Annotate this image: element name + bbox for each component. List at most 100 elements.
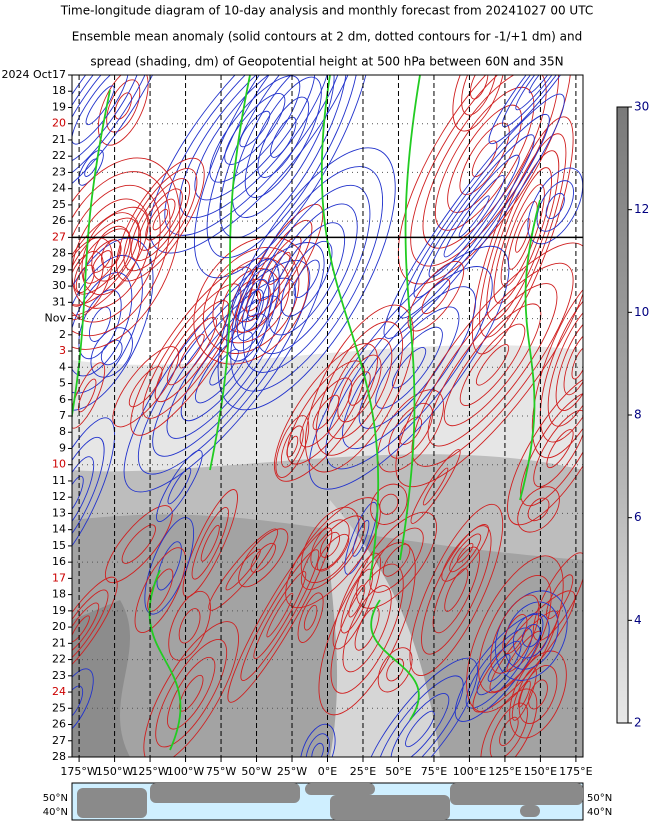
contour [72,602,100,655]
contour [101,239,122,268]
contour [547,299,583,427]
contour [225,548,261,591]
contour [410,449,461,524]
contour [191,506,229,580]
contour [227,527,333,703]
y-tick-label: 24 [52,182,66,195]
contour [194,75,316,201]
contour [72,75,171,203]
contour [297,592,324,643]
contour [91,225,132,282]
contour [72,75,129,145]
contour [72,589,109,668]
y-tick-label: 18 [52,84,66,97]
colorbar-label: 4 [634,613,642,627]
contour [330,563,404,694]
contour [72,475,84,516]
contour [499,716,519,746]
contour [500,184,545,287]
contour [285,497,381,609]
contour [528,75,557,94]
land [305,783,375,795]
contour [72,615,90,643]
colorbar-label: 30 [634,100,649,114]
contour [466,555,564,713]
contour [319,531,341,558]
colorbar-label: 6 [634,510,642,524]
title-line: spread (shading, dm) of Geopotential hei… [90,55,563,69]
contour [253,571,307,660]
contour [121,524,156,564]
y-tick-label: 14 [52,523,66,536]
contour [273,343,378,482]
y-tick-label: 27 [52,734,66,747]
colorbar [616,106,629,724]
contour [391,347,427,389]
contour [250,542,276,573]
contour [145,198,176,241]
contour [531,268,583,459]
contour [72,417,115,574]
contour [195,331,254,404]
land [540,783,560,798]
zero-contour [72,89,111,421]
zero-contour [209,75,251,471]
contour [72,668,94,738]
contour [352,519,370,557]
contour [72,254,143,394]
y-tick-label: 24 [52,685,66,698]
contour [376,675,464,757]
contour [304,304,414,473]
y-tick-label: 18 [52,588,66,601]
contour [78,149,104,186]
contour [325,266,493,470]
contour [311,742,324,757]
contour [156,541,182,591]
contour [202,246,300,354]
contour [230,166,384,392]
map-lat-label: 40°N [587,807,612,818]
contour [409,503,504,677]
y-tick-label: 30 [52,279,66,292]
land [520,805,540,817]
contour [155,639,228,748]
contours [72,75,583,757]
contour [72,576,118,681]
y-tick-label: 7 [59,409,66,422]
contour [193,236,309,365]
contour [545,192,565,220]
contour [443,303,542,427]
contour [293,259,320,298]
contour [300,506,360,583]
contour [375,326,443,409]
contour [240,549,320,681]
contour [224,93,286,165]
contour [461,75,498,116]
contour [459,122,510,195]
y-tick-label: 26 [52,718,66,731]
x-tick-label: 25°E [350,765,376,778]
contour [72,237,154,411]
contour [458,195,490,238]
contour [326,337,393,440]
contour [422,467,449,506]
x-tick-label: 175°E [559,765,592,778]
spread-shade [72,600,130,757]
contour [475,344,510,386]
contour [168,590,211,661]
contour [501,75,583,128]
map-lat-label: 50°N [43,793,68,804]
contour [489,702,528,757]
contour [178,608,201,644]
contour [72,237,113,321]
y-tick-label: 20 [52,620,66,633]
contour [167,467,192,505]
contour [78,378,97,413]
contour [72,75,157,184]
contour [478,574,552,694]
contour [275,415,310,478]
y-tick-label: 22 [52,149,66,162]
contour [235,203,324,333]
contour [166,317,217,386]
